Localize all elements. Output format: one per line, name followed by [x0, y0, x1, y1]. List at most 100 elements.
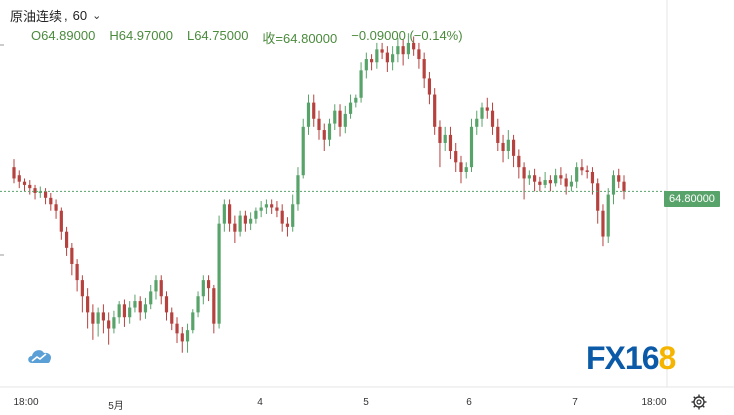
gear-icon[interactable]: [690, 393, 708, 411]
candle-body: [322, 130, 326, 140]
candle-body: [575, 167, 579, 182]
chevron-down-icon[interactable]: ⌄: [92, 10, 102, 22]
interval-value: 60: [72, 8, 88, 23]
candle-body: [464, 167, 468, 172]
candle-body: [107, 320, 111, 329]
candle-body: [285, 223, 290, 227]
candle-body: [354, 97, 358, 103]
candle-body: [191, 312, 195, 331]
candle-body: [606, 194, 610, 237]
candle-body: [75, 263, 79, 281]
candle-body: [333, 110, 337, 124]
candle-body: [159, 280, 163, 297]
candle-body: [180, 333, 184, 342]
candle-body: [438, 126, 442, 143]
candle-body: [369, 59, 374, 63]
cloud-icon[interactable]: [26, 345, 54, 367]
candle-body: [459, 162, 463, 172]
candle-body: [280, 210, 284, 224]
candle-body: [206, 280, 211, 289]
low-value: L64.75000: [186, 28, 249, 43]
candle-body: [401, 46, 405, 55]
candle-body: [396, 46, 400, 55]
chart-title[interactable]: 原油连续, 60 ⌄: [10, 6, 101, 25]
candle-body: [117, 304, 121, 318]
candle-body: [249, 218, 253, 224]
candle-body: [96, 312, 100, 324]
candle-body: [301, 126, 305, 176]
candle-body: [448, 134, 453, 152]
candle-body: [143, 304, 148, 313]
candle-body: [149, 291, 153, 305]
x-tick-label: 7: [572, 397, 578, 408]
candle-body: [59, 210, 63, 232]
candle-body: [154, 280, 158, 292]
candle-body: [175, 323, 179, 334]
candle-body: [391, 54, 395, 63]
candle-body: [617, 175, 621, 182]
candle-body: [343, 113, 347, 127]
candle-body: [422, 59, 426, 79]
candle-body: [527, 175, 531, 179]
candle-body: [254, 210, 258, 219]
candle-body: [80, 280, 84, 297]
candle-body: [348, 102, 353, 114]
symbol-name: 原油连续: [10, 9, 63, 24]
x-tick-label: 18:00: [641, 397, 667, 408]
candle-body: [506, 139, 510, 152]
candle-body: [64, 231, 69, 248]
candle-body: [317, 118, 321, 131]
candle-body: [564, 178, 568, 187]
candle-body: [12, 167, 16, 179]
candle-body: [275, 207, 279, 211]
candle-body: [590, 172, 595, 184]
high-value: H64.97000: [109, 28, 173, 43]
candle-body: [217, 223, 221, 324]
candle-body: [517, 155, 521, 168]
candle-body: [128, 307, 132, 318]
candle-body: [548, 180, 552, 184]
title-separator: ,: [64, 8, 68, 23]
candle-body: [28, 184, 32, 189]
candle-body: [433, 94, 437, 127]
candle-body: [490, 110, 495, 127]
candle-body: [291, 204, 295, 227]
candle-body: [196, 296, 200, 313]
change-value: −0.09000 (−0.14%): [351, 28, 463, 43]
candle-body: [480, 107, 484, 119]
candle-body: [296, 175, 300, 205]
candle-body: [327, 123, 332, 140]
candle-body: [375, 49, 379, 63]
candle-body: [228, 204, 232, 224]
candle-body: [543, 180, 547, 185]
ohlc-readout: O64.89000 H64.97000 L64.75000 收=64.80000…: [31, 28, 463, 47]
candle-body: [33, 188, 37, 193]
candle-body: [601, 210, 605, 237]
candle-body: [427, 78, 432, 95]
candle-body: [511, 139, 516, 156]
candle-body: [611, 175, 616, 195]
candle-body: [501, 142, 505, 152]
candle-body: [580, 167, 584, 171]
logo-fx: FX: [586, 340, 626, 376]
candle-body: [185, 330, 190, 342]
x-tick-label: 6: [466, 397, 472, 408]
candle-body: [243, 215, 247, 224]
candle-body: [312, 102, 316, 119]
candle-body: [38, 191, 42, 193]
candle-body: [259, 207, 263, 211]
candle-body: [306, 102, 311, 127]
candle-body: [380, 49, 384, 53]
candle-body: [91, 312, 95, 324]
candle-body: [164, 296, 169, 313]
candle-body: [443, 134, 447, 143]
candle-body: [70, 247, 74, 264]
candle-body: [485, 107, 489, 111]
candle-body: [86, 296, 90, 313]
candle-body: [112, 317, 116, 329]
candle-body: [475, 118, 479, 127]
candle-body: [406, 42, 410, 55]
candle-body: [554, 175, 558, 184]
